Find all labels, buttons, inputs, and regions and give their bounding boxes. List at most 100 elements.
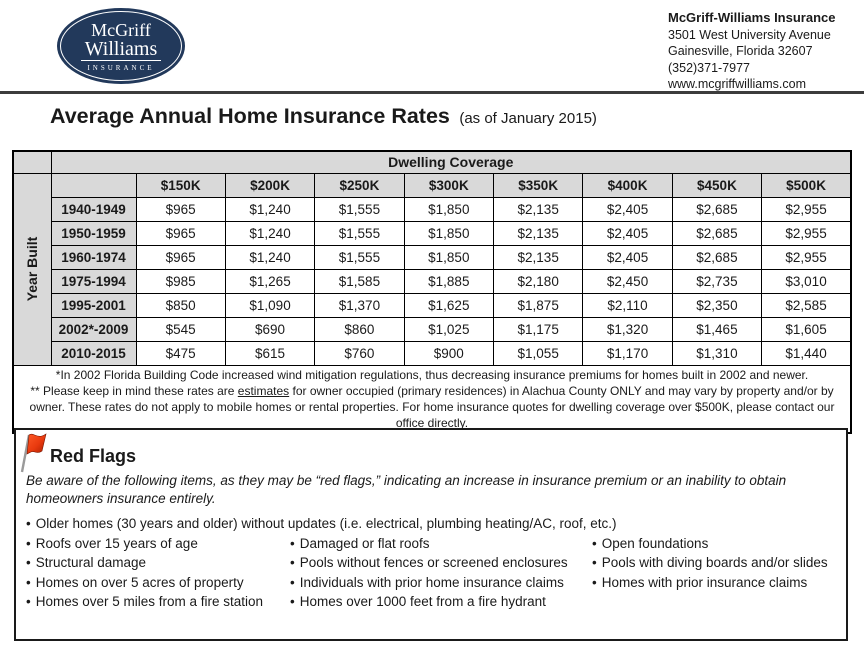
coverage-column-header: $250K xyxy=(314,172,405,198)
year-built-axis-cell: Year Built xyxy=(12,172,52,366)
rate-cell: $1,555 xyxy=(314,220,405,246)
website-link[interactable]: www.mcgriffwilliams.com xyxy=(668,77,806,91)
rates-table: Dwelling Coverage Year Built $150K $200K $25… xyxy=(12,150,852,434)
rate-cell: $615 xyxy=(224,340,316,366)
year-range-cell: 2002*-2009 xyxy=(50,316,137,342)
contact-info: McGriff-Williams Insurance 3501 West Uni… xyxy=(668,10,835,93)
list-item: • Open foundations xyxy=(592,534,841,554)
table-row: 1995-2001 $850 $1,090 $1,370 $1,625 $1,875 $2,… xyxy=(13,292,852,318)
rate-cell: $2,450 xyxy=(582,268,673,294)
bullet-icon: • xyxy=(26,555,31,570)
list-item-text: Individuals with prior home insurance cl… xyxy=(299,574,564,590)
rate-cell: $1,440 xyxy=(761,340,852,366)
list-item-text: Homes on over 5 acres of property xyxy=(35,574,244,590)
bullet-icon: • xyxy=(592,574,597,590)
rate-cell: $1,090 xyxy=(224,292,316,318)
rate-cell: $2,350 xyxy=(671,292,763,318)
logo-ring xyxy=(60,11,182,81)
address-line-2: Gainesville, Florida 32607 xyxy=(668,44,813,58)
rate-cell: $965 xyxy=(135,196,226,222)
red-flags-column: • Open foundations • Pools with diving boar… xyxy=(592,534,841,612)
rate-cell: $860 xyxy=(314,316,405,342)
rate-cell: $1,605 xyxy=(761,316,852,342)
footnote-2: ** Please keep in mind these rates are e… xyxy=(16,383,848,431)
year-range-cell: 1975-1994 xyxy=(50,268,137,294)
red-flag-icon xyxy=(18,432,48,479)
list-item: • Homes with prior insurance claims xyxy=(592,573,841,593)
rate-cell: $1,240 xyxy=(224,196,316,222)
logo-line-insurance: INSURANCE xyxy=(87,64,155,72)
bullet-icon: • xyxy=(592,535,597,551)
coverage-column-header: $150K xyxy=(135,172,226,198)
bullet-icon: • xyxy=(290,535,295,551)
rate-cell: $1,885 xyxy=(403,268,495,294)
rate-cell: $1,370 xyxy=(314,292,405,318)
footnote-2-post: for owner occupied (primary residences) … xyxy=(29,383,835,430)
rate-cell: $475 xyxy=(135,340,226,366)
phone-number: (352)371-7977 xyxy=(668,60,751,75)
rate-cell: $1,465 xyxy=(671,316,763,342)
rate-cell: $2,405 xyxy=(582,220,673,246)
list-item-text: Damaged or flat roofs xyxy=(299,535,430,551)
list-item-text: Structural damage xyxy=(35,555,147,570)
table-row: 2002*-2009 $545 $690 $860 $1,025 $1,175 $1,320… xyxy=(13,316,852,342)
table-group-row: Dwelling Coverage xyxy=(12,150,852,174)
coverage-column-header: $450K xyxy=(671,172,763,198)
rate-cell: $965 xyxy=(135,244,226,270)
red-flags-heading: Red Flags xyxy=(50,446,137,466)
rate-cell: $1,170 xyxy=(582,340,673,366)
rate-cell: $1,555 xyxy=(314,244,405,270)
table-corner-cell xyxy=(12,150,52,174)
table-row: 1960-1974 $965 $1,240 $1,555 $1,850 $2,135 $2,… xyxy=(13,244,852,270)
year-range-cell: 1995-2001 xyxy=(50,292,137,318)
rate-cell: $2,955 xyxy=(761,220,852,246)
footnote-1: *In 2002 Florida Building Code increased… xyxy=(55,367,809,382)
rate-cell: $690 xyxy=(224,316,316,342)
footnote-2-underlined: estimates xyxy=(237,383,290,398)
bullet-icon: • xyxy=(26,516,31,531)
table-footnotes: *In 2002 Florida Building Code increased… xyxy=(12,364,852,433)
table-row: 1975-1994 $985 $1,265 $1,585 $1,885 $2,180 $2,… xyxy=(13,268,852,294)
rate-cell: $1,175 xyxy=(492,316,584,342)
logo-text: McGriff Williams INSURANCE xyxy=(57,8,185,84)
rate-cell: $2,405 xyxy=(582,196,673,222)
red-flags-column: • Damaged or flat roofs • Pools without fen… xyxy=(290,534,592,612)
list-item-text: Older homes (30 years and older) without… xyxy=(35,516,617,531)
rate-cell: $1,320 xyxy=(582,316,673,342)
page-title-main: Average Annual Home Insurance Rates xyxy=(50,104,450,128)
rate-cell: $2,180 xyxy=(492,268,584,294)
list-item: • Homes over 1000 feet from a fire hydran… xyxy=(290,592,592,612)
rate-cell: $1,055 xyxy=(492,340,584,366)
list-item: • Homes over 5 miles from a fire station xyxy=(26,592,290,612)
year-range-cell: 2010-2015 xyxy=(50,340,137,366)
rate-cell: $2,135 xyxy=(492,196,584,222)
company-logo: McGriff Williams INSURANCE xyxy=(57,8,185,84)
table-row: 1940-1949 $965 $1,240 $1,555 $1,850 $2,135 $2,… xyxy=(13,196,852,222)
list-item: • Individuals with prior home insurance c… xyxy=(290,573,592,593)
address-line-1: 3501 West University Avenue xyxy=(668,27,831,42)
rate-cell: $900 xyxy=(403,340,495,366)
rate-cell: $1,310 xyxy=(671,340,763,366)
rate-cell: $1,850 xyxy=(403,196,495,222)
rate-cell: $1,555 xyxy=(314,196,405,222)
bullet-icon: • xyxy=(26,535,31,551)
list-item-text: Homes with prior insurance claims xyxy=(601,574,808,590)
dwelling-coverage-header: Dwelling Coverage xyxy=(50,150,852,174)
bullet-icon: • xyxy=(290,574,295,590)
logo-line-williams: Williams xyxy=(80,39,162,61)
page-title-suffix: (as of January 2015) xyxy=(459,110,597,127)
rate-cell: $1,875 xyxy=(492,292,584,318)
rate-cell: $1,625 xyxy=(403,292,495,318)
year-built-axis-label: Year Built xyxy=(24,236,41,302)
rate-cell: $1,585 xyxy=(314,268,405,294)
list-item: • Structural damage xyxy=(26,553,290,573)
rate-cell: $2,685 xyxy=(671,220,763,246)
red-flags-intro: Be aware of the following items, as they… xyxy=(26,473,787,506)
rate-cell: $1,265 xyxy=(224,268,316,294)
bullet-icon: • xyxy=(26,574,31,590)
rate-cell: $2,110 xyxy=(582,292,673,318)
rate-cell: $1,025 xyxy=(403,316,495,342)
rate-cell: $2,685 xyxy=(671,244,763,270)
page-title: Average Annual Home Insurance Rates (as … xyxy=(50,104,597,129)
rate-cell: $850 xyxy=(135,292,226,318)
